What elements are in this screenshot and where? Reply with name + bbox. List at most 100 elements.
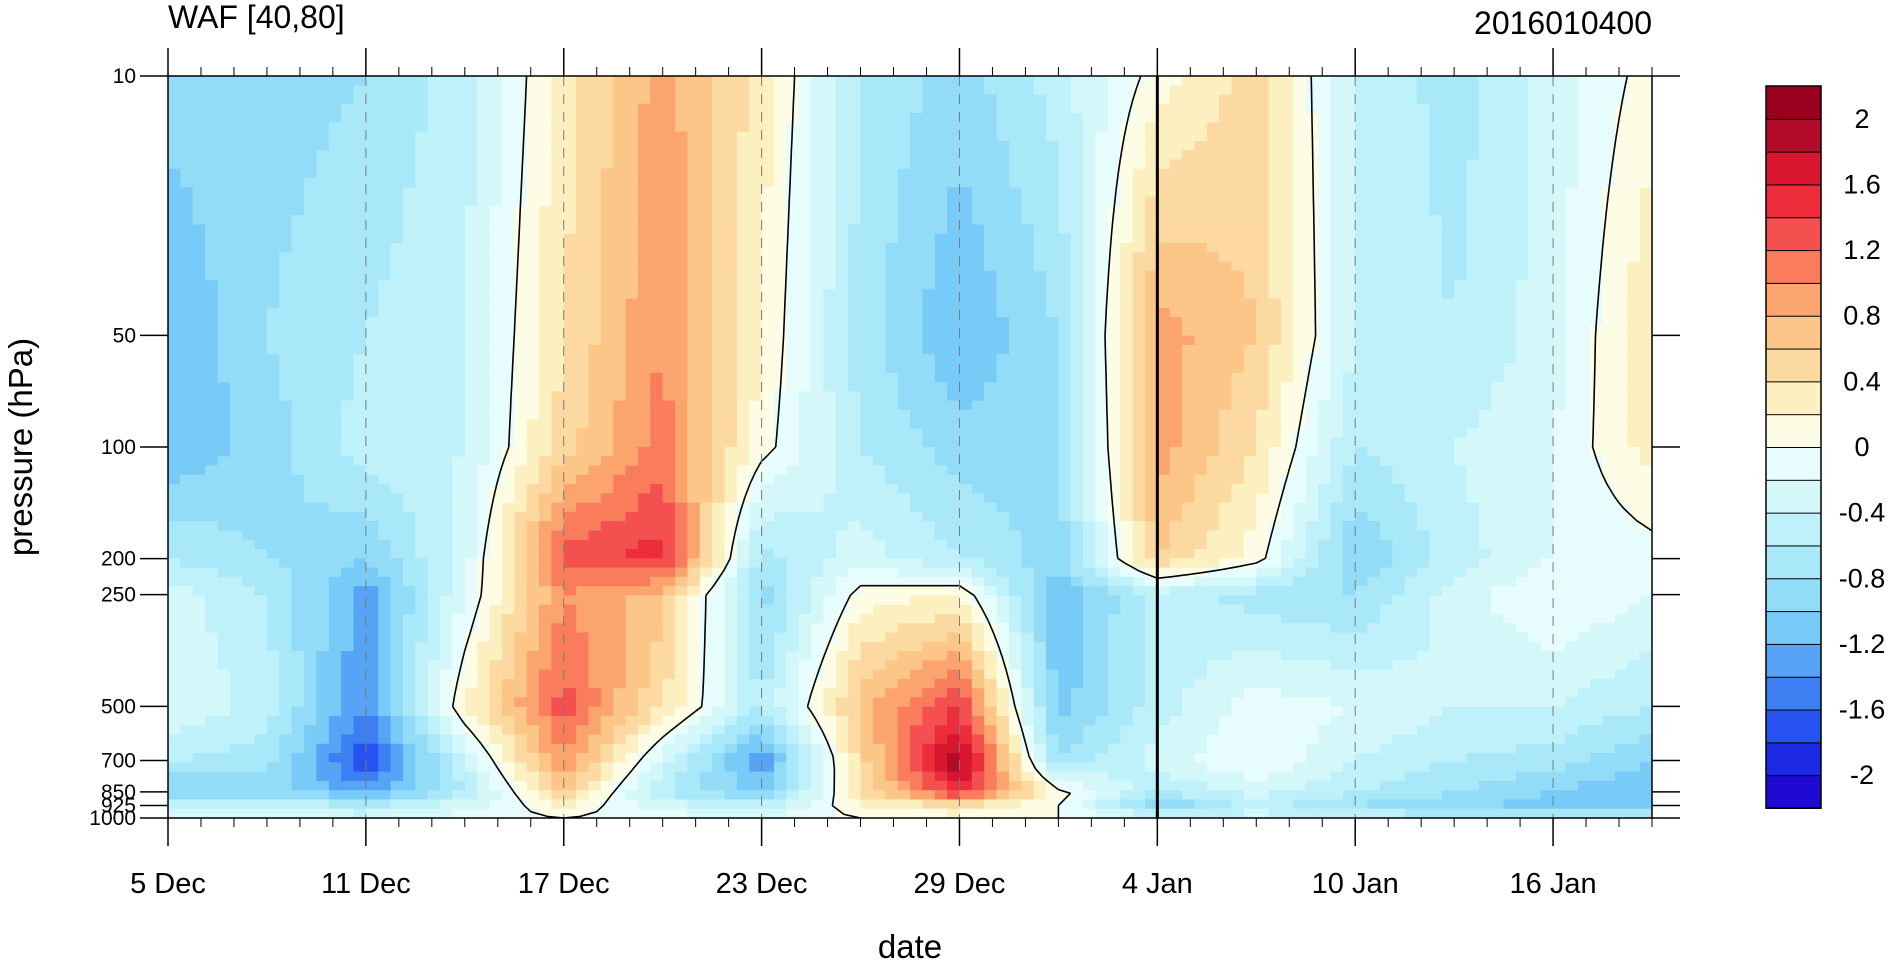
field-cell bbox=[168, 280, 181, 290]
field-cell bbox=[662, 94, 676, 105]
field-cell bbox=[217, 261, 231, 272]
field-cell bbox=[736, 140, 750, 151]
field-cell bbox=[526, 354, 540, 365]
field-cell bbox=[1169, 261, 1183, 272]
field-cell bbox=[1441, 103, 1455, 114]
field-cell bbox=[1144, 242, 1158, 253]
field-cell bbox=[539, 85, 552, 96]
field-cell bbox=[613, 372, 627, 383]
field-cell bbox=[1008, 76, 1022, 86]
field-cell bbox=[675, 326, 688, 337]
field-cell bbox=[229, 326, 243, 337]
field-cell bbox=[996, 437, 1010, 448]
field-cell bbox=[749, 391, 763, 402]
field-cell bbox=[1256, 289, 1270, 300]
field-cell bbox=[712, 140, 726, 151]
field-cell bbox=[427, 242, 441, 253]
field-cell bbox=[415, 131, 429, 142]
field-cell bbox=[1144, 280, 1158, 290]
field-cell bbox=[1639, 391, 1652, 402]
field-cell bbox=[353, 140, 367, 151]
field-cell bbox=[959, 344, 973, 355]
field-cell bbox=[378, 122, 392, 133]
field-cell bbox=[1466, 400, 1480, 411]
field-cell bbox=[971, 168, 985, 179]
field-cell bbox=[823, 233, 837, 244]
field-cell bbox=[563, 363, 577, 374]
field-cell bbox=[1281, 280, 1294, 290]
field-cell bbox=[1243, 85, 1257, 96]
field-cell bbox=[600, 298, 614, 309]
field-cell bbox=[1540, 400, 1554, 411]
field-cell bbox=[1367, 85, 1381, 96]
field-cell bbox=[984, 178, 998, 188]
field-cell bbox=[625, 289, 639, 300]
field-cell bbox=[539, 196, 552, 207]
field-cell bbox=[811, 419, 825, 430]
field-cell bbox=[477, 131, 491, 142]
field-cell bbox=[1577, 437, 1591, 448]
field-cell bbox=[378, 363, 392, 374]
field-cell bbox=[823, 196, 837, 207]
field-cell bbox=[1515, 437, 1529, 448]
field-cell bbox=[378, 456, 392, 467]
field-cell bbox=[1417, 261, 1430, 272]
field-cell bbox=[823, 289, 837, 300]
field-cell bbox=[304, 326, 317, 337]
field-cell bbox=[1243, 168, 1257, 179]
field-cell bbox=[724, 363, 738, 374]
field-cell bbox=[180, 159, 194, 170]
field-cell bbox=[1243, 363, 1257, 374]
field-cell bbox=[1404, 187, 1418, 198]
field-cell bbox=[501, 456, 515, 467]
field-cell bbox=[1367, 103, 1381, 114]
field-cell bbox=[947, 196, 961, 207]
field-cell bbox=[798, 85, 812, 96]
field-cell bbox=[365, 317, 379, 328]
field-cell bbox=[1219, 400, 1233, 411]
field-cell bbox=[1268, 233, 1282, 244]
field-cell bbox=[1281, 205, 1294, 216]
field-cell bbox=[353, 391, 367, 402]
field-cell bbox=[934, 456, 948, 467]
field-cell bbox=[1058, 419, 1072, 430]
field-cell bbox=[1120, 289, 1134, 300]
field-cell bbox=[501, 140, 515, 151]
field-cell bbox=[1132, 409, 1146, 420]
field-cell bbox=[1614, 233, 1628, 244]
field-cell bbox=[947, 205, 961, 216]
field-cell bbox=[1491, 159, 1505, 170]
field-cell bbox=[699, 280, 713, 290]
field-cell bbox=[551, 140, 565, 151]
field-cell bbox=[304, 419, 317, 430]
field-cell bbox=[749, 187, 763, 198]
field-cell bbox=[872, 242, 886, 253]
field-cell bbox=[1577, 400, 1591, 411]
field-cell bbox=[1614, 344, 1628, 355]
field-cell bbox=[526, 261, 540, 272]
field-cell bbox=[1293, 242, 1307, 253]
field-cell bbox=[501, 215, 515, 226]
field-cell bbox=[1033, 437, 1047, 448]
field-cell bbox=[1132, 85, 1146, 96]
field-cell bbox=[365, 409, 379, 420]
field-cell bbox=[551, 280, 565, 290]
field-cell bbox=[1169, 437, 1183, 448]
field-cell bbox=[489, 317, 503, 328]
field-cell bbox=[675, 233, 688, 244]
field-cell bbox=[1008, 437, 1022, 448]
field-cell bbox=[1491, 103, 1505, 114]
field-cell bbox=[551, 428, 565, 439]
field-cell bbox=[563, 391, 577, 402]
field-cell bbox=[1540, 409, 1554, 420]
field-cell bbox=[341, 317, 355, 328]
field-cell bbox=[1008, 335, 1022, 346]
field-cell bbox=[168, 391, 181, 402]
field-cell bbox=[588, 103, 602, 114]
field-cell bbox=[1107, 437, 1121, 448]
field-cell bbox=[229, 94, 243, 105]
field-cell bbox=[637, 344, 651, 355]
field-cell bbox=[563, 382, 577, 392]
field-cell bbox=[1144, 437, 1158, 448]
field-cell bbox=[242, 280, 256, 290]
